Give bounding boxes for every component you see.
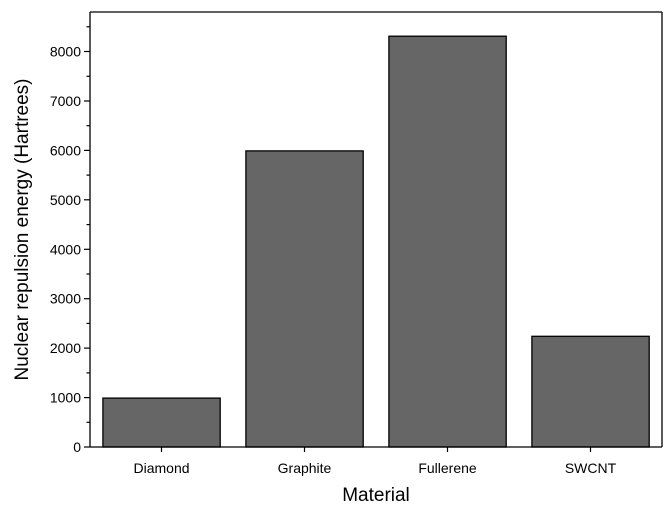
- bar-diamond: [102, 397, 221, 448]
- y-tick-label: 6000: [50, 142, 81, 158]
- bar-graphite: [245, 150, 364, 448]
- bar-swcnt: [531, 335, 650, 448]
- y-tick-label: 2000: [50, 340, 81, 356]
- bars-group: [102, 35, 650, 448]
- y-axis-title: Nuclear repulsion energy (Hartrees): [12, 78, 33, 380]
- x-tick-label: SWCNT: [565, 460, 617, 476]
- y-tick-label: 1000: [50, 390, 81, 406]
- x-tick-label: Diamond: [133, 460, 189, 476]
- bar-fullerene: [388, 35, 507, 448]
- y-tick-label: 5000: [50, 192, 81, 208]
- x-tick-label: Graphite: [278, 460, 332, 476]
- x-ticks-group: Diamond Graphite Fullerene SWCNT: [133, 447, 617, 476]
- x-tick-label: Fullerene: [418, 460, 477, 476]
- y-ticks-group: 0 1000 2000 3000 4000 5000 6000 7000 8000: [50, 26, 90, 455]
- y-tick-label: 7000: [50, 93, 81, 109]
- y-tick-label: 8000: [50, 44, 81, 60]
- y-tick-label: 0: [73, 439, 81, 455]
- x-axis-title: Material: [342, 485, 410, 506]
- y-tick-label: 3000: [50, 291, 81, 307]
- y-tick-label: 4000: [50, 241, 81, 257]
